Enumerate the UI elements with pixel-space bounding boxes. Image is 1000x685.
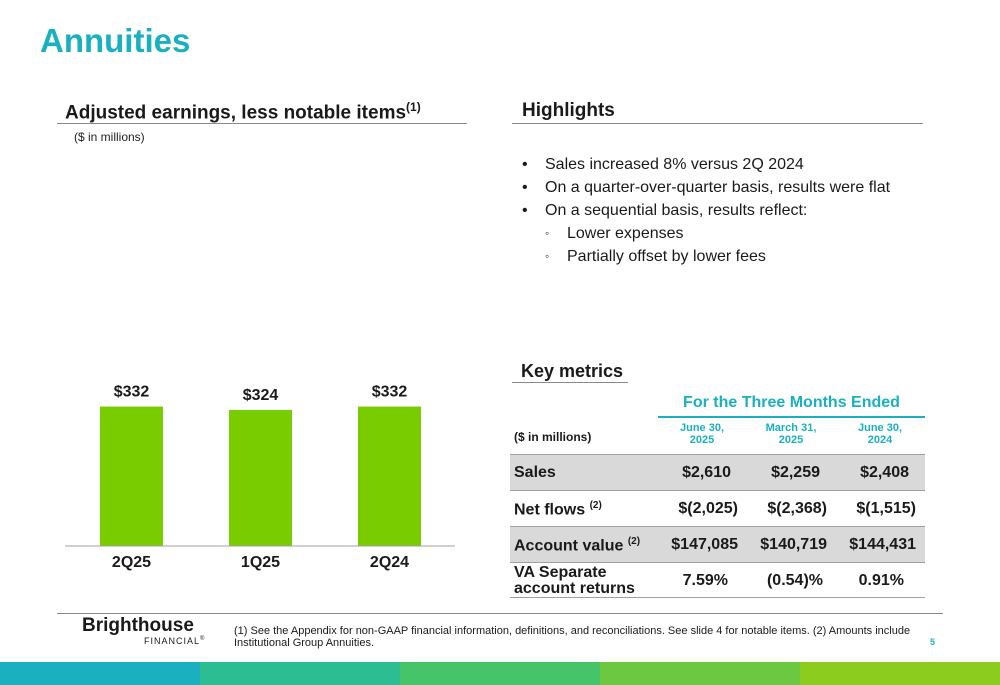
earnings-title-note: (1) bbox=[406, 100, 421, 114]
key-metrics-title: Key metrics bbox=[521, 361, 624, 381]
data-label: $324 bbox=[243, 387, 279, 404]
highlight-subtext: Lower expenses bbox=[567, 225, 684, 242]
band-segment bbox=[0, 662, 200, 685]
brighthouse-logo-sub: FINANCIAL® bbox=[144, 636, 206, 646]
row-label: VA Separate account returns bbox=[514, 564, 635, 597]
earnings-section-title: Adjusted earnings, less notable items(1) bbox=[65, 100, 421, 124]
data-label: $332 bbox=[114, 384, 150, 401]
circle-bullet-icon: ◦ bbox=[545, 226, 550, 240]
x-tick-label: 1Q25 bbox=[241, 554, 280, 571]
highlight-subitem: ◦ Lower expenses bbox=[520, 222, 940, 245]
table-unit-label: ($ in millions) bbox=[514, 430, 592, 444]
row-label: Sales bbox=[514, 464, 556, 481]
highlight-text: On a sequential basis, results reflect: bbox=[545, 202, 808, 219]
row-label: Net flows (2) bbox=[514, 500, 602, 519]
cell-value: $147,085 bbox=[671, 536, 738, 553]
bullet-icon: • bbox=[522, 202, 528, 219]
cell-value: $(1,515) bbox=[856, 500, 916, 517]
highlights-divider bbox=[512, 123, 923, 124]
cell-value: $144,431 bbox=[849, 536, 916, 553]
row-label: Account value (2) bbox=[514, 536, 641, 555]
earnings-title-text: Adjusted earnings, less notable items bbox=[65, 102, 407, 124]
highlight-text: On a quarter-over-quarter basis, results… bbox=[545, 179, 891, 196]
chart-bars bbox=[100, 406, 421, 546]
cell-value: $(2,025) bbox=[678, 500, 738, 517]
cell-value: 0.91% bbox=[858, 572, 904, 589]
highlight-subtext: Partially offset by lower fees bbox=[567, 248, 766, 265]
bullet-icon: • bbox=[522, 179, 528, 196]
cell-value: (0.54)% bbox=[766, 572, 823, 589]
table-row-va-returns: VA Separate account returns 7.59% (0.54)%… bbox=[510, 562, 925, 598]
highlight-text: Sales increased 8% versus 2Q 2024 bbox=[545, 156, 804, 173]
circle-bullet-icon: ◦ bbox=[545, 249, 550, 263]
table-group-header: For the Three Months Ended bbox=[658, 390, 925, 418]
highlight-item: • On a quarter-over-quarter basis, result… bbox=[520, 176, 940, 199]
band-segment bbox=[200, 662, 400, 685]
x-tick-label: 2Q25 bbox=[112, 554, 151, 571]
column-header: March 31, 2025 bbox=[765, 422, 817, 446]
cell-value: $2,259 bbox=[771, 464, 820, 481]
table-header-row: ($ in millions) June 30, 2025 March 31, 20… bbox=[510, 420, 925, 456]
key-metrics-divider bbox=[512, 382, 628, 383]
earnings-bar-chart: 2Q25 1Q25 2Q24 $332 $324 $332 bbox=[65, 384, 455, 571]
footer-divider bbox=[57, 613, 943, 614]
bar-2q25 bbox=[100, 406, 163, 546]
table-row-account-value: Account value (2) $147,085 $140,719 $144… bbox=[510, 526, 925, 562]
page-number: 5 bbox=[930, 637, 936, 647]
page-title: Annuities bbox=[40, 22, 191, 59]
highlight-subitem: ◦ Partially offset by lower fees bbox=[520, 245, 940, 268]
highlight-item: • On a sequential basis, results reflect: bbox=[520, 199, 940, 222]
x-tick-label: 2Q24 bbox=[370, 554, 409, 571]
bar-1q25 bbox=[229, 409, 292, 546]
chart-x-labels: 2Q25 1Q25 2Q24 bbox=[112, 554, 409, 571]
footnote: (1) See the Appendix for non-GAAP financ… bbox=[234, 625, 911, 649]
chart-data-labels: $332 $324 $332 bbox=[114, 384, 408, 404]
band-segment bbox=[600, 662, 800, 685]
cell-value: $2,610 bbox=[682, 464, 731, 481]
cell-value: $140,719 bbox=[760, 536, 827, 553]
column-header: June 30, 2025 bbox=[679, 422, 725, 446]
bullet-icon: • bbox=[522, 156, 528, 173]
table-row-sales: Sales $2,610 $2,259 $2,408 bbox=[510, 454, 925, 490]
bar-2q24 bbox=[358, 406, 421, 546]
cell-value: 7.59% bbox=[682, 572, 728, 589]
highlights-title: Highlights bbox=[522, 100, 615, 121]
band-segment bbox=[400, 662, 600, 685]
data-label: $332 bbox=[372, 384, 408, 401]
table-row-net-flows: Net flows (2) $(2,025) $(2,368) $(1,515) bbox=[510, 490, 925, 526]
cell-value: $(2,368) bbox=[767, 500, 827, 517]
table-bottom-border bbox=[510, 597, 925, 598]
column-header: June 30, 2024 bbox=[857, 422, 903, 446]
highlights-list: • Sales increased 8% versus 2Q 2024 • On a… bbox=[520, 153, 940, 268]
brighthouse-logo: Brighthouse bbox=[82, 615, 194, 636]
earnings-section-divider bbox=[57, 123, 467, 124]
band-segment bbox=[800, 662, 1000, 685]
earnings-unit-label: ($ in millions) bbox=[74, 130, 145, 144]
highlight-item: • Sales increased 8% versus 2Q 2024 bbox=[520, 153, 940, 176]
cell-value: $2,408 bbox=[860, 464, 909, 481]
